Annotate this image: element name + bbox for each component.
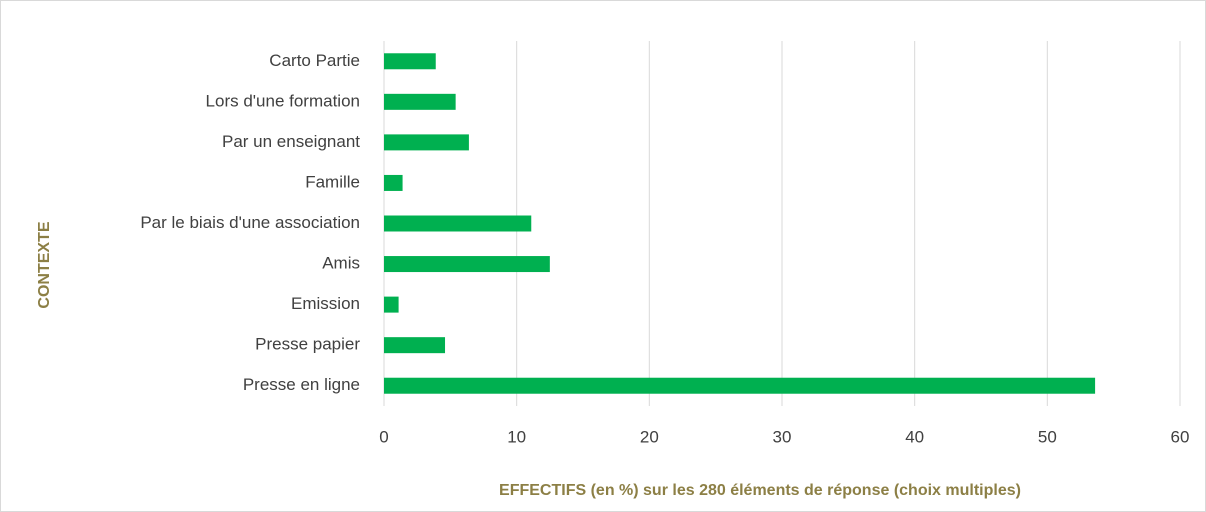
y-tick-label: Lors d'une formation xyxy=(206,91,360,110)
y-tick-label: Carto Partie xyxy=(269,51,360,70)
x-tick-label: 40 xyxy=(905,427,924,446)
bar xyxy=(384,93,456,110)
y-tick-label: Famille xyxy=(305,172,360,191)
x-tick-label: 30 xyxy=(773,427,792,446)
y-axis-title: CONTEXTE xyxy=(36,221,53,308)
bar xyxy=(384,256,550,273)
x-tick-label: 50 xyxy=(1038,427,1057,446)
bar xyxy=(384,215,532,232)
x-tick-label: 0 xyxy=(379,427,388,446)
bar xyxy=(384,134,469,151)
bar xyxy=(384,377,1096,394)
bar xyxy=(384,53,436,70)
x-tick-label: 20 xyxy=(640,427,659,446)
x-tick-label: 10 xyxy=(507,427,526,446)
y-tick-label: Par un enseignant xyxy=(222,132,360,151)
bar xyxy=(384,296,399,313)
y-tick-label: Presse en ligne xyxy=(243,375,360,394)
y-tick-label: Presse papier xyxy=(255,335,360,354)
bar xyxy=(384,174,403,191)
x-tick-label: 60 xyxy=(1171,427,1190,446)
y-tick-label: Emission xyxy=(291,294,360,313)
x-axis-title: EFFECTIFS (en %) sur les 280 éléments de… xyxy=(499,482,1021,499)
y-tick-label: Amis xyxy=(322,254,360,273)
bar xyxy=(384,337,446,354)
y-tick-label: Par le biais d'une association xyxy=(140,213,360,232)
